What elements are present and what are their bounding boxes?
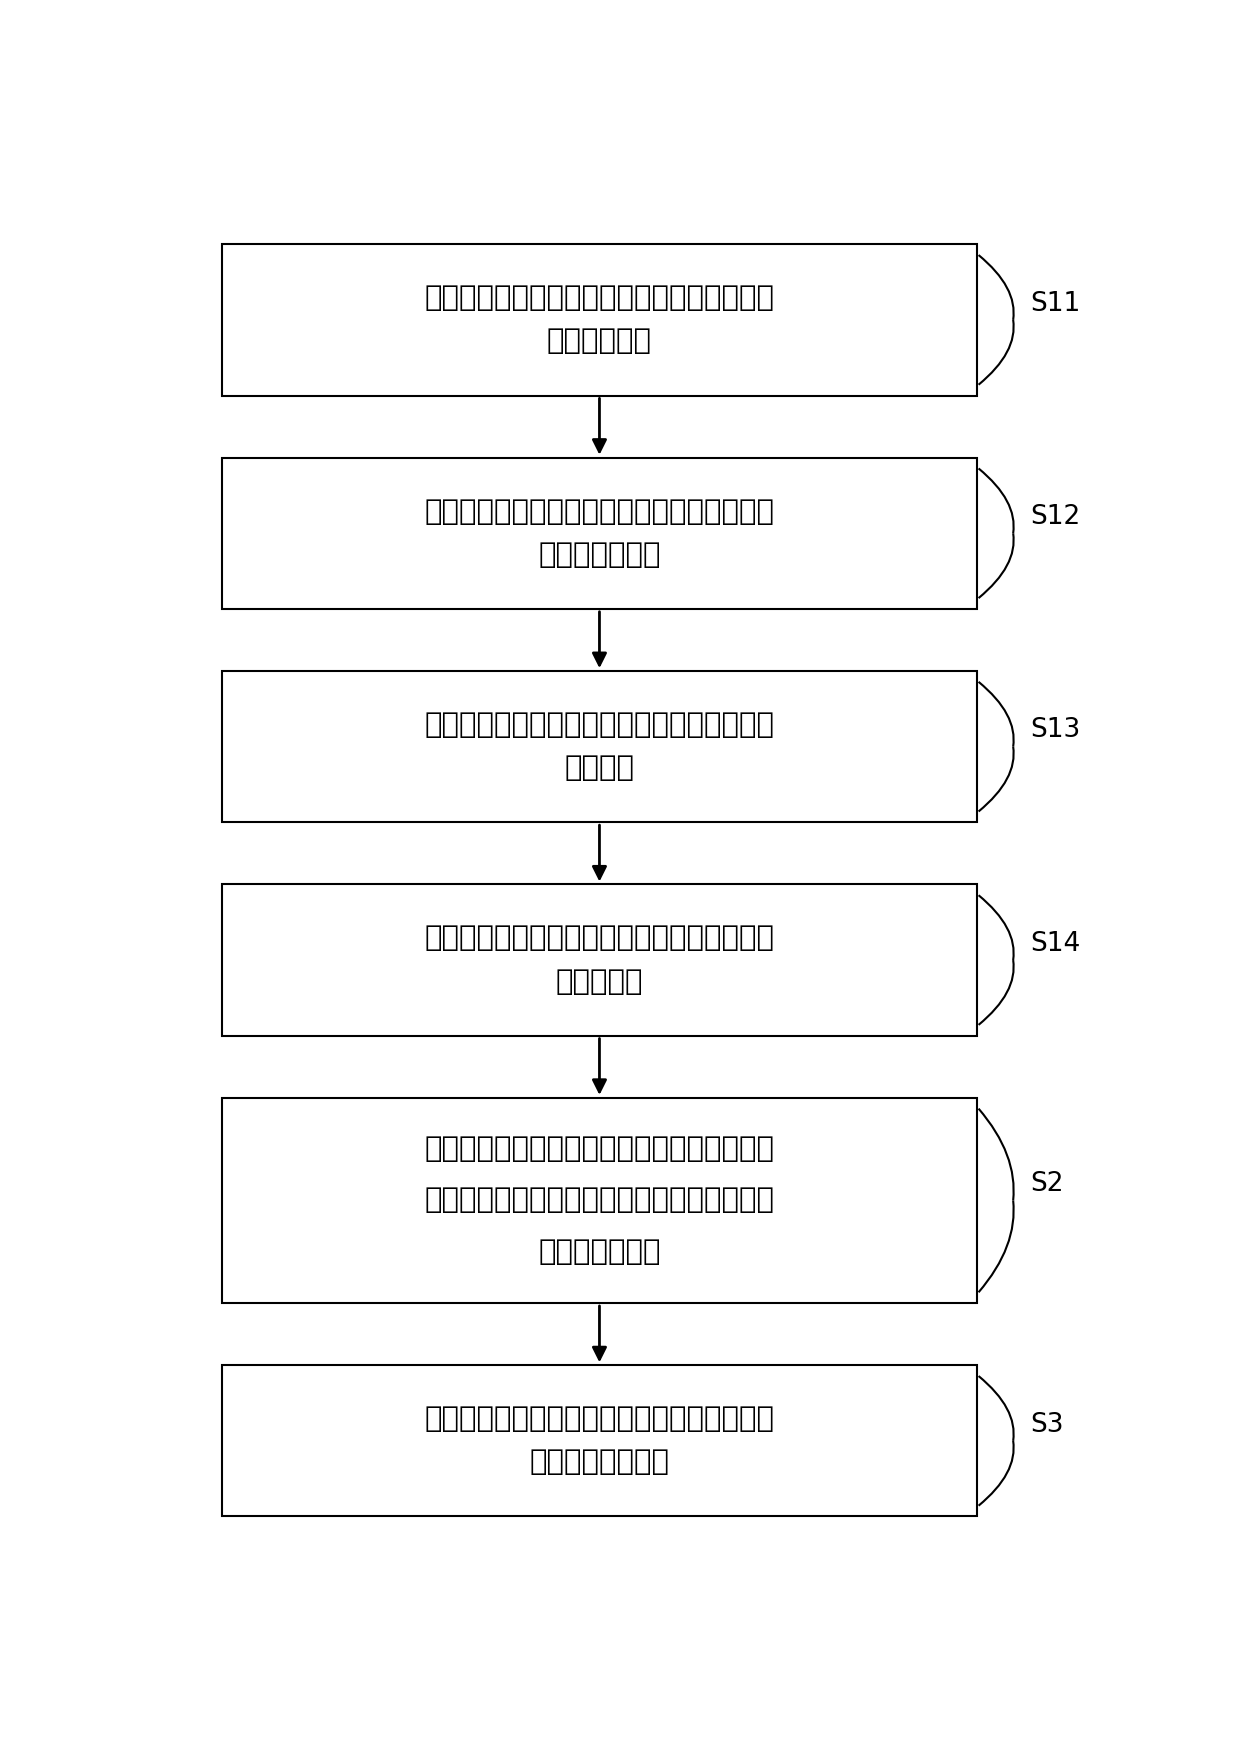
Text: 根据相关性交叉表获取特征气体中每一种气体: 根据相关性交叉表获取特征气体中每一种气体 — [424, 710, 775, 738]
Text: S14: S14 — [1030, 931, 1081, 958]
Text: 根据特征气体的下一时刻浓度进行故障预测，: 根据特征气体的下一时刻浓度进行故障预测， — [424, 1405, 775, 1433]
Text: 对历史浓度和历史电气参数进行标准化处理得: 对历史浓度和历史电气参数进行标准化处理得 — [424, 498, 775, 526]
Bar — [222, 458, 977, 609]
Bar — [222, 1365, 977, 1517]
Text: S3: S3 — [1030, 1412, 1064, 1438]
Text: 根据每一种气体的自变量建立每一种气体的浓: 根据每一种气体的自变量建立每一种气体的浓 — [424, 924, 775, 952]
Text: S13: S13 — [1030, 717, 1081, 744]
Text: 的下一时刻浓度: 的下一时刻浓度 — [538, 1238, 661, 1266]
Text: 的自变量: 的自变量 — [564, 754, 635, 782]
Text: 得到预测故障类型: 得到预测故障类型 — [529, 1449, 670, 1477]
Bar — [222, 672, 977, 823]
Text: 浓度和当前电气参数进行处理，得到特征气体: 浓度和当前电气参数进行处理，得到特征气体 — [424, 1186, 775, 1214]
Text: S2: S2 — [1030, 1172, 1064, 1198]
Text: 利用浓度预测模型对采集到的特征气体的当前: 利用浓度预测模型对采集到的特征气体的当前 — [424, 1135, 775, 1163]
Bar — [222, 1098, 977, 1303]
Bar — [222, 884, 977, 1035]
Text: 度预测模型: 度预测模型 — [556, 968, 644, 996]
Text: 获取变压器预设时间内特征气体的历史浓度和: 获取变压器预设时间内特征气体的历史浓度和 — [424, 284, 775, 312]
Text: S11: S11 — [1030, 291, 1081, 317]
Text: 历史电气参数: 历史电气参数 — [547, 328, 652, 356]
Text: 到相关性交叉表: 到相关性交叉表 — [538, 540, 661, 568]
Text: S12: S12 — [1030, 503, 1081, 530]
Bar — [222, 244, 977, 395]
